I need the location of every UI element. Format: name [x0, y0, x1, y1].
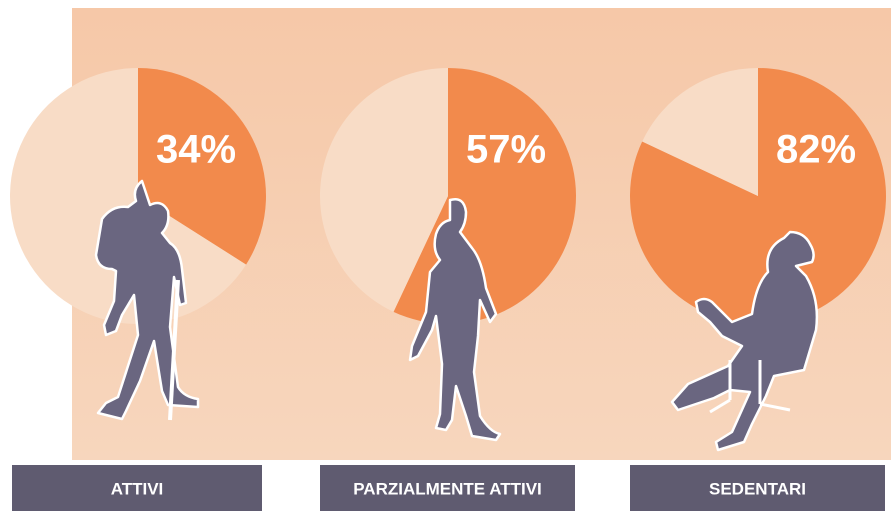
pies	[9, 68, 886, 324]
label-box	[630, 465, 885, 511]
walking-woman-silhouette	[408, 198, 502, 442]
chair-base	[709, 360, 791, 414]
label-box	[12, 465, 262, 511]
pie-slice	[9, 68, 247, 324]
value-label: 57%	[466, 128, 546, 172]
pie-slice	[138, 68, 266, 265]
pie-slice	[320, 68, 448, 312]
category-label: PARZIALMENTE ATTIVI	[353, 479, 542, 498]
category-label: ATTIVI	[111, 479, 164, 498]
hiking-pole	[168, 279, 180, 421]
label-box	[320, 465, 575, 511]
value-label: 82%	[776, 128, 856, 172]
category-label: SEDENTARI	[709, 479, 806, 498]
silhouettes	[94, 179, 819, 452]
pie-slice	[642, 68, 758, 196]
value-label: 34%	[156, 128, 236, 172]
sitting-man-silhouette	[670, 230, 819, 452]
labels: 34% ATTIVI 57% PARZIALMENTE ATTIVI 82% SEDENT…	[12, 128, 885, 511]
